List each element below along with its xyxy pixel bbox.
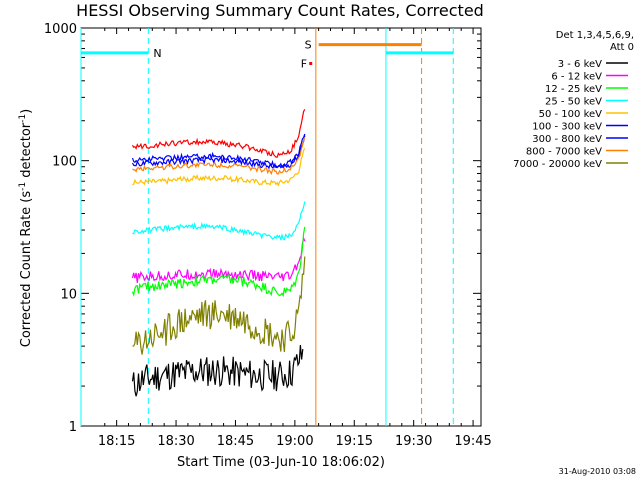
annotation-dot [309, 62, 313, 66]
tick-marks [81, 27, 481, 427]
series-line [131, 344, 304, 397]
legend-label: 300 - 800 keV [532, 134, 602, 145]
legend-label: 3 - 6 keV [558, 59, 602, 70]
x-tick-label: 19:00 [276, 434, 313, 449]
vertical-markers [80, 28, 454, 426]
legend-label: 800 - 7000 keV [526, 147, 602, 158]
annotation-label: S [305, 39, 312, 52]
x-axis-label: Start Time (03-Jun-10 18:06:02) [177, 455, 385, 470]
series-line-red [131, 109, 306, 158]
x-tick-label: 19:45 [454, 434, 491, 449]
x-tick-label: 18:45 [217, 434, 254, 449]
x-tick-label: 19:15 [336, 434, 373, 449]
series-line [132, 136, 306, 176]
series-line [132, 148, 306, 187]
annotation-label: N [153, 47, 161, 60]
annotations: N SF [153, 39, 313, 71]
y-tick-label: 10 [60, 287, 77, 302]
series-line [132, 201, 306, 241]
x-tick-label: 19:30 [395, 434, 432, 449]
legend-label: 100 - 300 keV [532, 122, 602, 133]
series-line [131, 226, 306, 298]
footer-date: 31-Aug-2010 03:08 [559, 467, 636, 476]
y-axis-label: Corrected Count Rate (s-1 detector-1) [18, 109, 34, 347]
legend-header: Det 1,3,4,5,6,9, [556, 30, 634, 41]
y-tick-label: 1000 [44, 22, 77, 37]
legend-label: 50 - 100 keV [539, 109, 603, 120]
horizontal-bars [81, 43, 454, 55]
y-tick-labels: 1 10 100 1000 [44, 22, 77, 435]
x-tick-label: 18:30 [157, 434, 194, 449]
series-line [131, 135, 306, 170]
series-layer [131, 109, 306, 397]
y-tick-label: 1 [69, 420, 77, 435]
legend-label: 6 - 12 keV [551, 72, 602, 83]
series-line [131, 133, 306, 169]
chart-title: HESSI Observing Summary Count Rates, Cor… [76, 1, 484, 20]
legend: Det 1,3,4,5,6,9,Att 0 3 - 6 keV 6 - 12 keV… [513, 30, 634, 170]
x-tick-labels: 18:15 18:30 18:45 19:00 19:15 19:30 19:45 [98, 434, 492, 449]
annotation-label: F [301, 58, 307, 71]
series-line [132, 256, 306, 355]
y-tick-label: 100 [52, 155, 77, 170]
series-line [131, 236, 306, 283]
legend-label: 25 - 50 keV [545, 97, 602, 108]
legend-header: Att 0 [610, 42, 634, 53]
legend-label: 12 - 25 keV [545, 84, 602, 95]
legend-label: 7000 - 20000 keV [513, 159, 602, 170]
x-tick-label: 18:15 [98, 434, 135, 449]
